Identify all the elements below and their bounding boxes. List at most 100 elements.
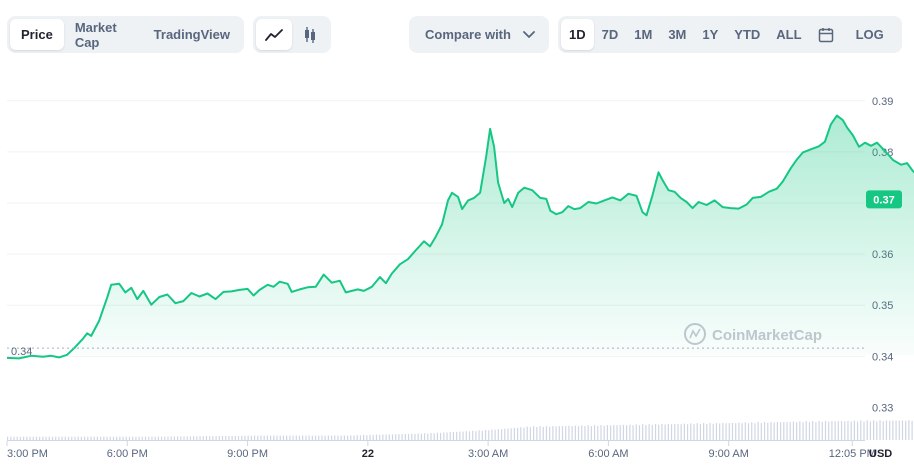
volume-bar [719,423,721,440]
volume-bar [372,435,374,440]
compare-with-dropdown[interactable]: Compare with [409,16,549,53]
volume-bar [597,425,599,440]
volume-bar [568,425,570,440]
range-7d[interactable]: 7D [601,27,619,42]
volume-bar [74,436,76,440]
volume-bar [699,424,702,440]
volume-bar [844,421,846,440]
volume-bar [824,420,827,440]
candlestick-chart-button[interactable] [292,19,328,50]
volume-bar [100,436,102,440]
volume-bar [593,425,596,440]
log-scale-button[interactable]: LOG [855,27,884,42]
volume-bar [318,435,320,440]
volume-bar [497,429,499,440]
volume-bar [850,421,852,440]
volume-bar [353,435,355,440]
volume-bar [760,423,762,440]
calendar-button[interactable] [810,19,842,50]
volume-bar [658,424,660,440]
range-3m[interactable]: 3M [668,27,687,42]
volume-bar [751,422,753,440]
volume-bar [654,424,657,440]
volume-bar [590,426,592,440]
volume-bar [500,429,503,440]
range-1m[interactable]: 1M [634,27,653,42]
volume-bar [610,425,612,440]
line-chart-icon [265,28,283,41]
volume-bar [840,421,843,440]
range-ytd[interactable]: YTD [734,27,761,42]
volume-bar [744,422,746,440]
volume-bar [484,429,487,440]
y-tick-label: 0.33 [872,402,893,414]
range-1y[interactable]: 1Y [702,27,719,42]
volume-bar [905,420,907,440]
volume-bar [42,436,44,440]
volume-bar [35,436,38,440]
volume-bar [616,425,618,440]
volume-bar [366,435,368,440]
volume-bar [32,436,34,440]
volume-bar [780,422,782,440]
volume-bar [241,435,243,440]
volume-bar [898,420,900,440]
volume-bar [183,436,185,440]
volume-bar [221,436,224,440]
range-1d[interactable]: 1D [561,19,594,50]
volume-bar [231,435,233,440]
volume-bar [642,424,644,440]
coinmarketcap-logo-icon [684,323,706,345]
line-chart-button[interactable] [256,19,292,50]
volume-bar [731,422,734,440]
volume-bar [443,432,445,440]
volume-bar [468,431,471,440]
volume-bar [116,436,118,440]
volume-bar [873,420,875,440]
volume-bar [427,433,429,440]
range-all[interactable]: ALL [776,27,802,42]
volume-bar [645,425,647,440]
volume-bar [818,420,820,440]
volume-bar [327,435,329,440]
volume-bar [808,422,811,440]
volume-bar [677,423,679,440]
volume-bar [799,421,801,440]
volume-bar [735,423,737,440]
volume-bar [776,421,778,440]
volume-bar [892,420,894,440]
volume-bar [472,430,474,440]
volume-bar [189,436,192,440]
volume-bar [536,427,538,440]
volume-bar [186,436,188,440]
volume-bar [282,435,285,440]
volume-bar [526,426,528,440]
tab-tradingview[interactable]: TradingView [153,27,230,42]
volume-bar [542,426,544,440]
volume-bar [160,436,163,440]
volume-bar [661,424,663,440]
volume-bar [279,435,281,440]
volume-bar [407,434,410,440]
volume-bar [350,435,352,440]
volume-bar [414,433,416,440]
volume-bar [295,435,297,440]
volume-bar [481,430,483,440]
tab-market-cap[interactable]: Market Cap [74,19,117,50]
volume-bar [879,420,881,440]
volume-bar [199,436,201,440]
volume-bar [433,433,435,440]
volume-bar [148,436,150,440]
tab-price[interactable]: Price [10,19,64,50]
volume-bar [423,433,426,440]
volume-bar [29,436,31,440]
volume-bar [51,436,54,440]
volume-bar [494,429,496,440]
volume-bar [122,436,124,440]
volume-bar [286,435,288,440]
volume-bar [741,423,743,440]
x-tick-label: 12:05 PM [829,448,876,460]
volume-bar [311,435,313,440]
volume-bar [725,423,727,440]
volume-bar [55,436,57,440]
